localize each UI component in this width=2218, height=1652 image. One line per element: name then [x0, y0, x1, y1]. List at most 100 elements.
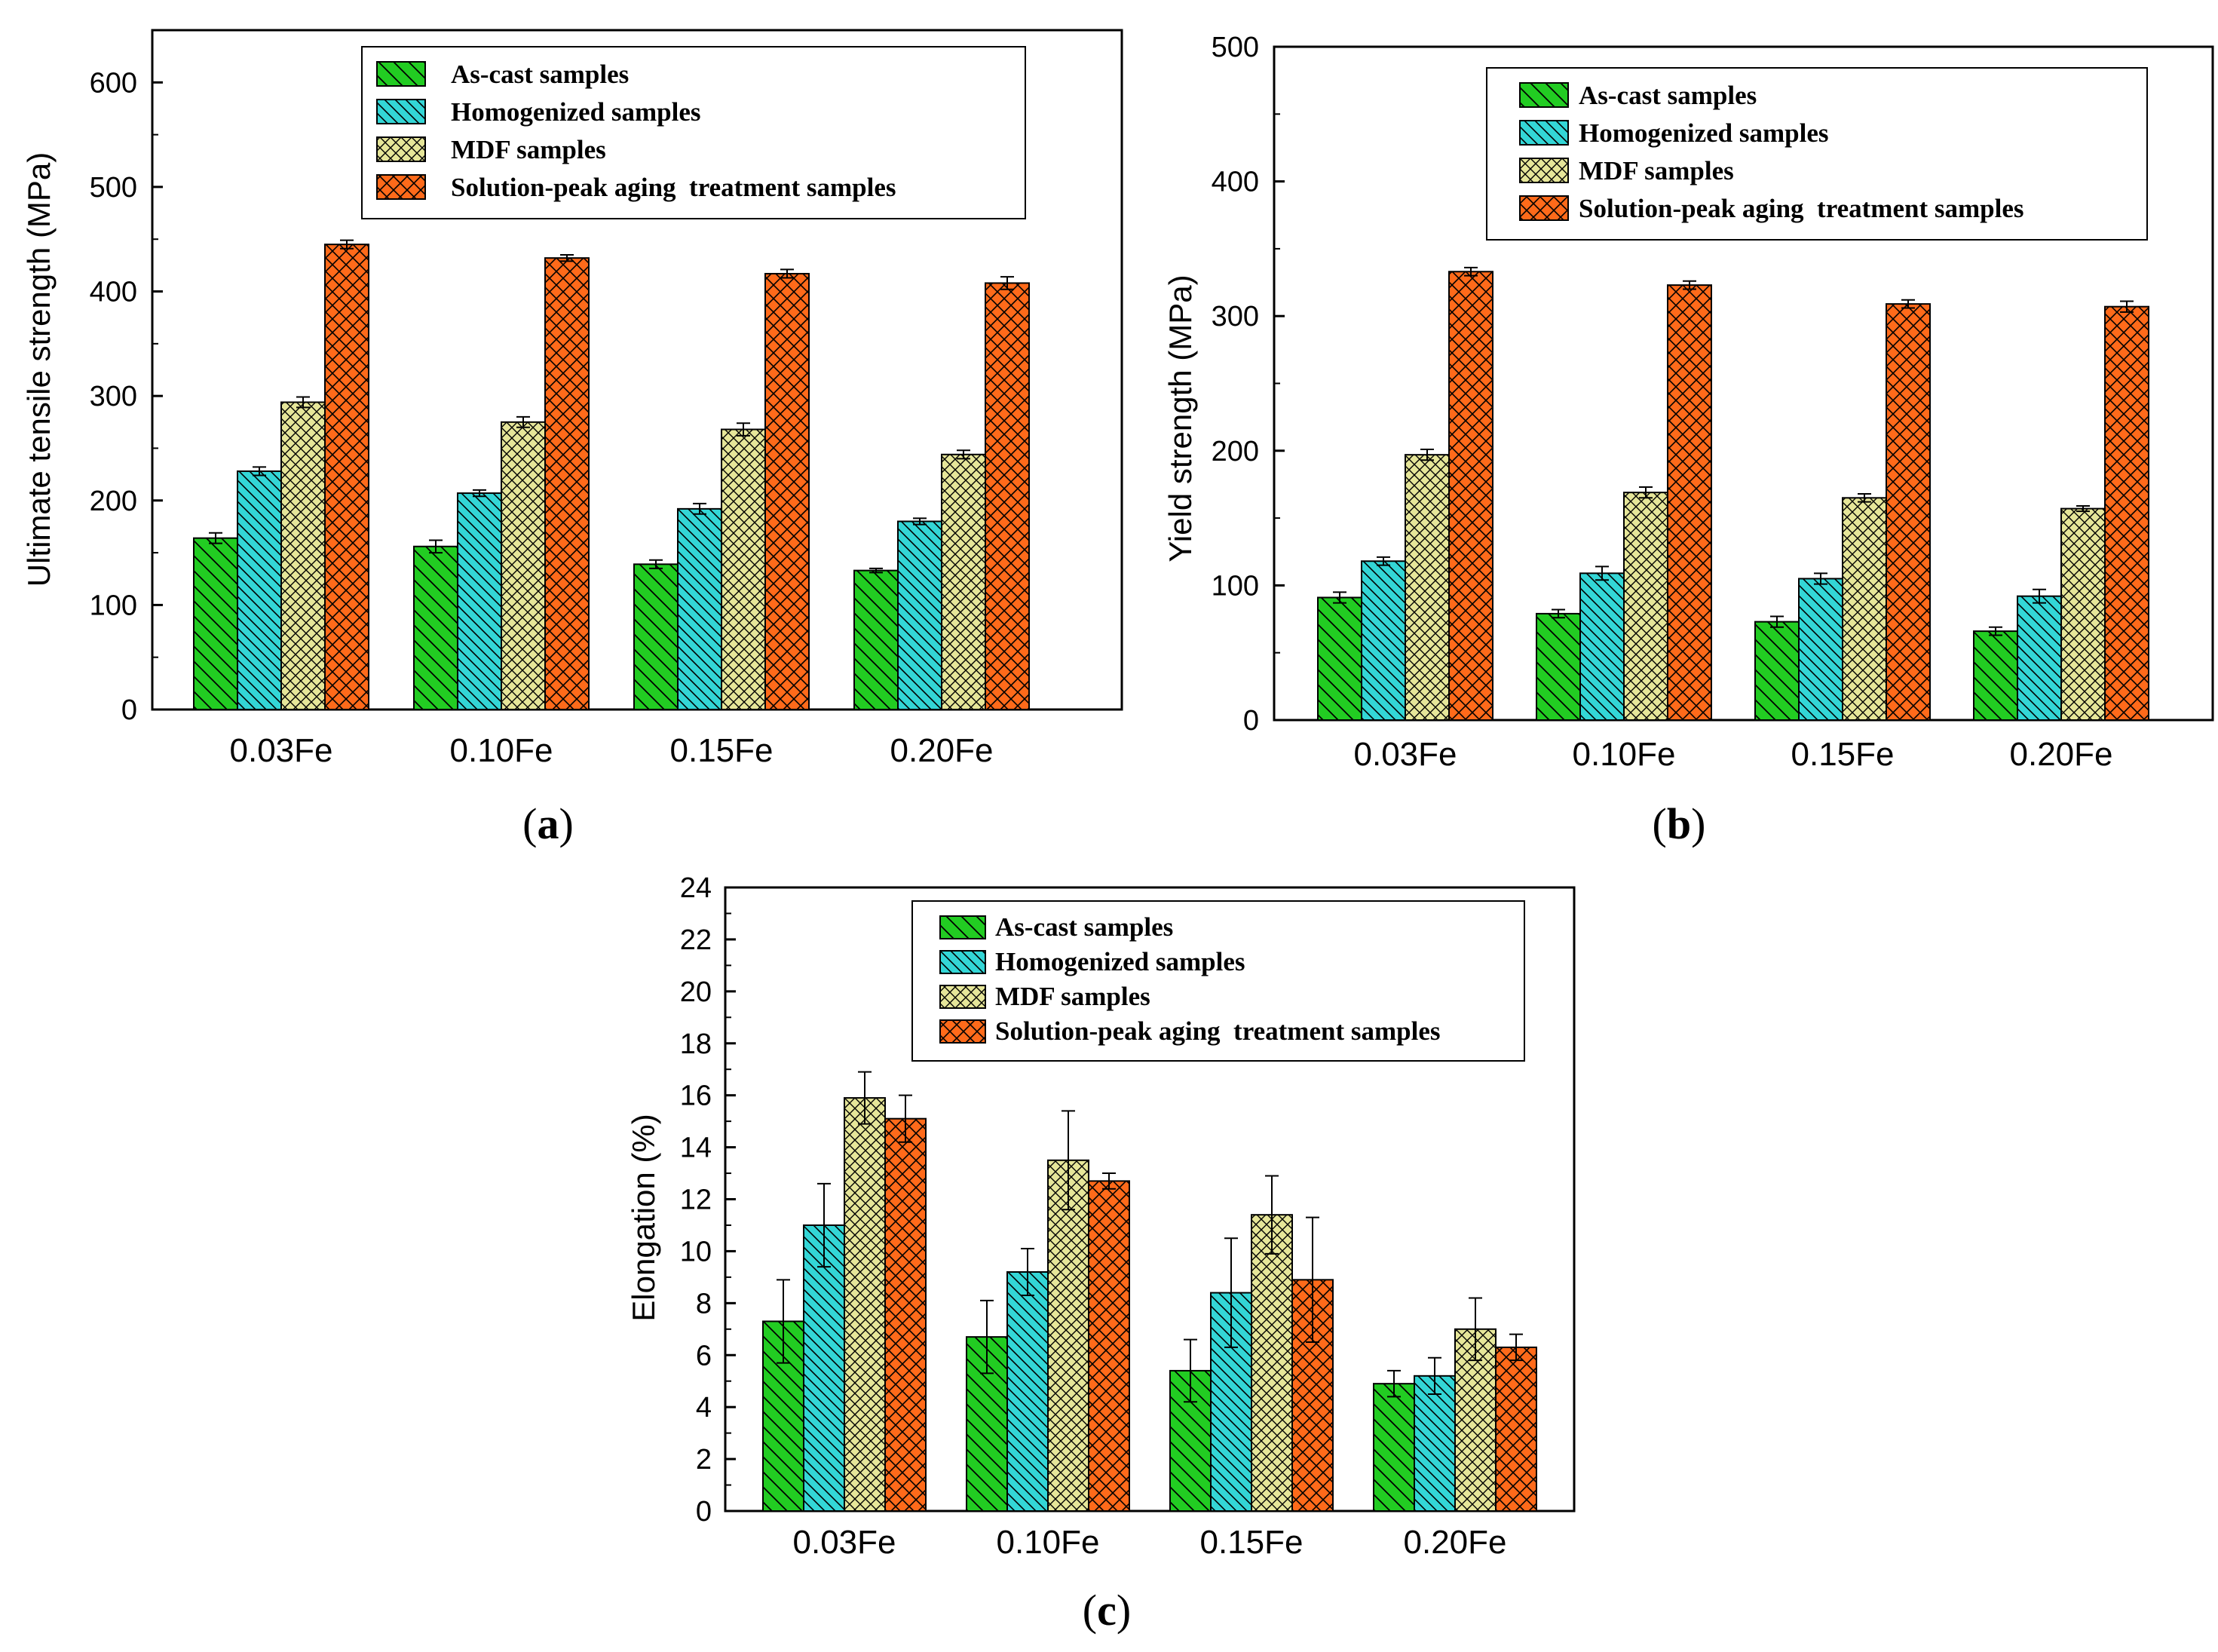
- panel-b-y-ticks: 0 100 200 300 400 500: [1212, 32, 1285, 737]
- y-tick-label: 0: [696, 1496, 712, 1528]
- y-tick-label: 600: [90, 67, 137, 99]
- y-tick-label: 100: [90, 590, 137, 621]
- category-label-0.15Fe: 0.15Fe: [1200, 1524, 1304, 1561]
- legend-box: [911, 900, 1525, 1062]
- category-label-0.03Fe: 0.03Fe: [230, 732, 333, 769]
- legend-label-as-cast: As-cast samples: [451, 60, 629, 89]
- bar-as-cast-0.03Fe: [1317, 596, 1362, 721]
- legend-label-homogenized: Homogenized samples: [995, 947, 1245, 976]
- bar-homogenized-0.20Fe: [1414, 1375, 1456, 1512]
- y-tick-label: 500: [90, 172, 137, 204]
- y-tick-label: 6: [696, 1340, 712, 1372]
- bar-homogenized-0.10Fe: [1006, 1270, 1049, 1512]
- category-label-0.20Fe: 0.20Fe: [890, 732, 994, 769]
- panel-b-bars: [1317, 266, 2149, 722]
- legend-label-solution: Solution-peak aging treatment samples: [1579, 194, 2024, 223]
- y-tick-label: 20: [680, 976, 712, 1008]
- bar-as-cast-0.20Fe: [853, 569, 899, 710]
- y-tick-label: 0: [121, 694, 137, 726]
- category-label-0.15Fe: 0.15Fe: [670, 732, 774, 769]
- bar-as-cast-0.15Fe: [633, 563, 679, 710]
- panel-c-label: (c): [1083, 1586, 1131, 1635]
- y-tick-label: 0: [1243, 705, 1259, 737]
- y-tick-label: 300: [90, 381, 137, 412]
- legend-box: [1486, 67, 2148, 241]
- bar-as-cast-0.10Fe: [1536, 612, 1581, 721]
- panel-a-legend: As-cast samples Homogenized samples MDF sa…: [361, 46, 1026, 219]
- bar-mdf-0.15Fe: [721, 428, 766, 710]
- bar-solution-0.20Fe: [2104, 305, 2149, 721]
- bar-solution-0.03Fe: [884, 1117, 927, 1513]
- bar-as-cast-0.20Fe: [1373, 1383, 1415, 1513]
- bar-homogenized-0.20Fe: [897, 520, 942, 710]
- category-label-0.03Fe: 0.03Fe: [1354, 736, 1457, 773]
- panel-c-bars: [762, 1071, 1537, 1513]
- panel-b-yield-chart: 0 100 200 300 400 500 0.03Fe 0.10Fe 0.15Fe 0.20F…: [1163, 32, 2214, 848]
- legend-swatch-homogenized: [1519, 120, 1569, 146]
- legend-label-mdf: MDF samples: [1579, 156, 1734, 185]
- legend-swatch-as-cast: [939, 915, 986, 939]
- bar-mdf-0.03Fe: [1405, 454, 1450, 722]
- bar-solution-0.10Fe: [1667, 284, 1712, 721]
- bar-as-cast-0.15Fe: [1754, 621, 1800, 722]
- y-tick-label: 300: [1212, 301, 1259, 333]
- bar-mdf-0.15Fe: [1251, 1214, 1293, 1513]
- bar-as-cast-0.10Fe: [413, 545, 458, 711]
- y-tick-label: 2: [696, 1444, 712, 1476]
- bar-homogenized-0.03Fe: [237, 470, 282, 710]
- panel-c-y-axis-title: Elongation (%): [626, 1114, 661, 1321]
- bar-as-cast-0.20Fe: [1973, 630, 2018, 722]
- y-tick-label: 400: [90, 277, 137, 308]
- y-tick-label: 200: [1212, 436, 1259, 467]
- y-tick-label: 400: [1212, 167, 1259, 198]
- bar-mdf-0.20Fe: [2060, 507, 2106, 722]
- y-tick-label: 100: [1212, 570, 1259, 602]
- panel-a-bars: [193, 239, 1030, 711]
- legend-swatch-solution: [376, 174, 426, 200]
- panel-b-y-axis-title: Yield strength (MPa): [1163, 274, 1198, 562]
- bar-mdf-0.03Fe: [280, 401, 326, 710]
- panel-b-label: (b): [1653, 799, 1706, 848]
- bar-solution-0.15Fe: [764, 272, 810, 711]
- y-tick-label: 10: [680, 1236, 712, 1267]
- panel-c-legend: As-cast samples Homogenized samples MDF sa…: [911, 900, 1525, 1062]
- bar-mdf-0.10Fe: [1047, 1159, 1089, 1512]
- legend-label-homogenized: Homogenized samples: [1579, 118, 1829, 148]
- panel-a-y-axis-title: Ultimate tensile strength (MPa): [21, 152, 57, 587]
- legend-box: [361, 46, 1026, 219]
- legend-swatch-solution: [939, 1019, 986, 1044]
- legend-swatch-as-cast: [376, 61, 426, 87]
- y-tick-label: 18: [680, 1028, 712, 1060]
- legend-label-solution: Solution-peak aging treatment samples: [451, 173, 896, 202]
- bar-homogenized-0.20Fe: [2017, 595, 2062, 721]
- category-label-0.10Fe: 0.10Fe: [997, 1524, 1100, 1561]
- category-label-0.20Fe: 0.20Fe: [2010, 736, 2113, 773]
- y-tick-label: 14: [680, 1132, 712, 1164]
- bar-mdf-0.10Fe: [501, 421, 546, 710]
- bar-homogenized-0.03Fe: [803, 1224, 845, 1513]
- legend-label-homogenized: Homogenized samples: [451, 97, 701, 127]
- y-tick-label: 16: [680, 1080, 712, 1112]
- y-tick-label: 12: [680, 1185, 712, 1216]
- bar-homogenized-0.03Fe: [1361, 560, 1406, 722]
- bar-solution-0.03Fe: [1448, 271, 1493, 721]
- legend-swatch-homogenized: [376, 99, 426, 124]
- bar-as-cast-0.03Fe: [193, 537, 238, 710]
- bar-mdf-0.10Fe: [1623, 492, 1668, 722]
- legend-swatch-mdf: [376, 136, 426, 162]
- panel-b-legend: As-cast samples Homogenized samples MDF sa…: [1486, 67, 2148, 241]
- bar-mdf-0.03Fe: [844, 1097, 886, 1513]
- panel-b-category-labels: 0.03Fe 0.10Fe 0.15Fe 0.20Fe: [1354, 736, 2113, 773]
- bar-homogenized-0.10Fe: [457, 492, 502, 710]
- y-tick-label: 200: [90, 486, 137, 517]
- panel-c-category-labels: 0.03Fe 0.10Fe 0.15Fe 0.20Fe: [793, 1524, 1507, 1561]
- legend-swatch-mdf: [939, 985, 986, 1009]
- bar-solution-0.20Fe: [1495, 1346, 1537, 1512]
- panel-a-category-labels: 0.03Fe 0.10Fe 0.15Fe 0.20Fe: [230, 732, 994, 769]
- category-label-0.03Fe: 0.03Fe: [793, 1524, 896, 1561]
- bar-mdf-0.15Fe: [1842, 497, 1887, 721]
